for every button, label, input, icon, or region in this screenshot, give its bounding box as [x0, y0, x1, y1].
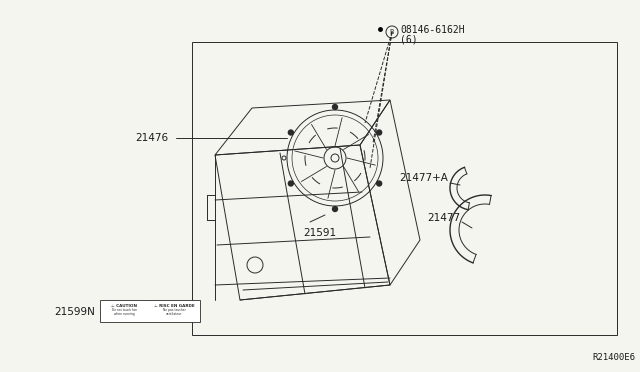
- Text: B: B: [390, 29, 394, 35]
- Text: Do not touch fan
when running: Do not touch fan when running: [111, 308, 136, 316]
- Circle shape: [289, 130, 293, 135]
- Text: 21476: 21476: [135, 133, 168, 143]
- Text: (6): (6): [400, 35, 418, 45]
- Text: 21477+A: 21477+A: [399, 173, 448, 183]
- Circle shape: [289, 181, 293, 186]
- Text: 21477: 21477: [427, 213, 460, 223]
- Bar: [100, 300, 200, 322]
- Text: R21400E6: R21400E6: [592, 353, 635, 362]
- Bar: [192, 42, 617, 335]
- Circle shape: [333, 105, 337, 109]
- Text: 08146-6162H: 08146-6162H: [400, 25, 465, 35]
- Circle shape: [333, 206, 337, 212]
- Text: 21599N: 21599N: [54, 307, 95, 317]
- Text: Ne pas toucher
ventilateur: Ne pas toucher ventilateur: [163, 308, 186, 316]
- Text: ⚠ RISC EN GARDE: ⚠ RISC EN GARDE: [154, 304, 195, 308]
- Circle shape: [377, 181, 381, 186]
- Text: 21591: 21591: [303, 228, 337, 238]
- Circle shape: [377, 130, 381, 135]
- Text: ⚠ CAUTION: ⚠ CAUTION: [111, 304, 137, 308]
